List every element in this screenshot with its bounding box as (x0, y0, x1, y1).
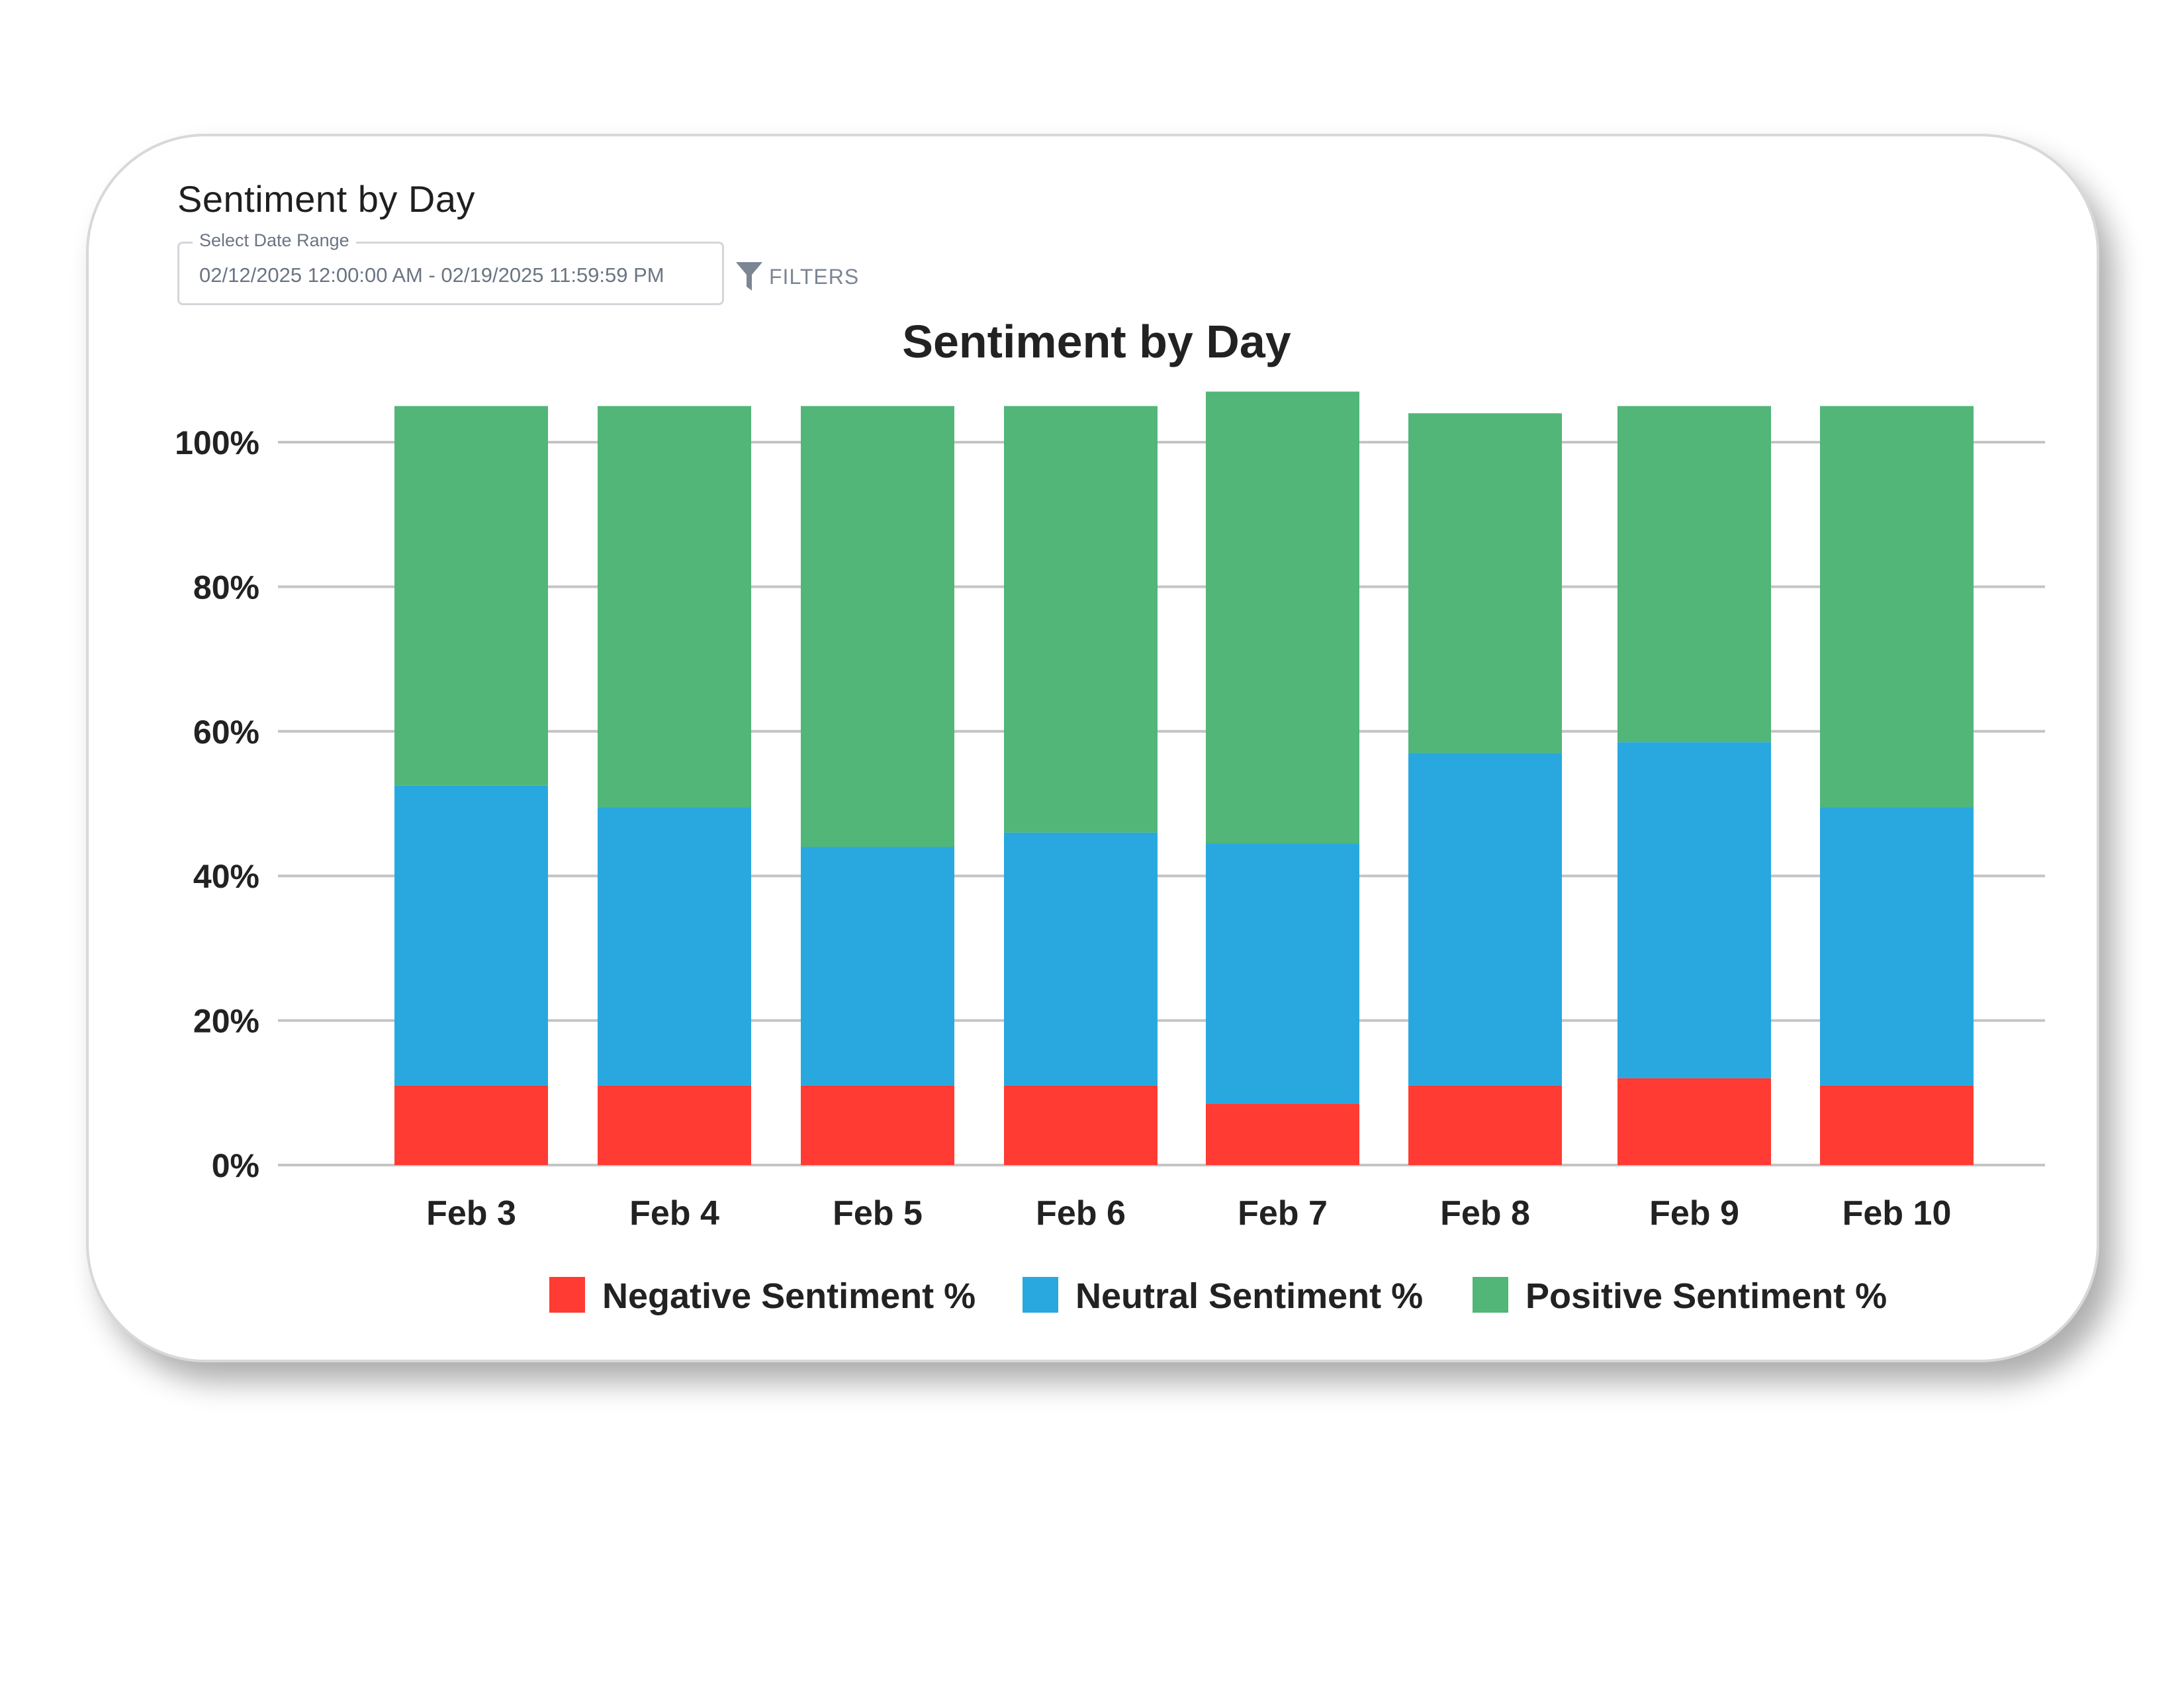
bar-segment (598, 406, 751, 808)
bar-segment (1004, 1085, 1158, 1165)
x-tick-label: Feb 10 (1843, 1194, 1952, 1233)
bar-segment (598, 807, 751, 1086)
legend-swatch (1473, 1277, 1508, 1313)
bar-segment (1004, 406, 1158, 833)
bar-segment (1408, 413, 1562, 753)
legend-label: Neutral Sentiment % (1075, 1276, 1423, 1316)
chart-title: Sentiment by Day (902, 316, 1291, 367)
bar-segment (1617, 406, 1771, 743)
legend-label: Negative Sentiment % (602, 1276, 976, 1316)
bar-segment (1617, 1078, 1771, 1165)
bar-segment (598, 1085, 751, 1165)
funnel-icon (736, 262, 762, 291)
bar-segment (1408, 1085, 1562, 1165)
date-range-label: Select Date Range (193, 230, 356, 251)
x-tick-label: Feb 4 (629, 1194, 719, 1233)
bar-segment (1206, 391, 1359, 844)
bar-segment (1408, 753, 1562, 1086)
legend-swatch (549, 1277, 585, 1313)
date-range-picker[interactable]: Select Date Range 02/12/2025 12:00:00 AM… (177, 230, 724, 305)
bar-segment (801, 406, 954, 847)
x-tick-label: Feb 9 (1649, 1194, 1739, 1233)
bar-segment (1206, 1103, 1359, 1165)
bar-segment (1617, 742, 1771, 1078)
bar-segment (1206, 843, 1359, 1104)
legend-swatch (1023, 1277, 1058, 1313)
bar-segment (394, 1085, 548, 1165)
bar-segment (1820, 406, 1974, 808)
x-tick-label: Feb 7 (1238, 1194, 1328, 1233)
bar-segment (1820, 1085, 1974, 1165)
filters-label: FILTERS (769, 264, 860, 289)
y-tick-label: 40% (193, 858, 259, 895)
x-tick-label: Feb 8 (1440, 1194, 1530, 1233)
x-tick-label: Feb 5 (833, 1194, 923, 1233)
x-tick-label: Feb 3 (426, 1194, 516, 1233)
y-tick-label: 100% (175, 424, 259, 461)
y-tick-label: 60% (193, 714, 259, 751)
y-tick-label: 20% (193, 1003, 259, 1040)
x-tick-label: Feb 6 (1036, 1194, 1126, 1233)
y-tick-label: 80% (193, 569, 259, 606)
date-range-value: 02/12/2025 12:00:00 AM - 02/19/2025 11:5… (199, 263, 664, 287)
filters-button[interactable]: FILTERS (735, 259, 859, 294)
widget-title: Sentiment by Day (177, 178, 475, 220)
bar-segment (1004, 832, 1158, 1086)
legend-label: Positive Sentiment % (1525, 1276, 1887, 1316)
bar-segment (801, 847, 954, 1086)
bar-segment (394, 785, 548, 1086)
bar-segment (394, 406, 548, 786)
bar-segment (801, 1085, 954, 1165)
bar-segment (1820, 807, 1974, 1086)
y-tick-label: 0% (212, 1147, 259, 1184)
